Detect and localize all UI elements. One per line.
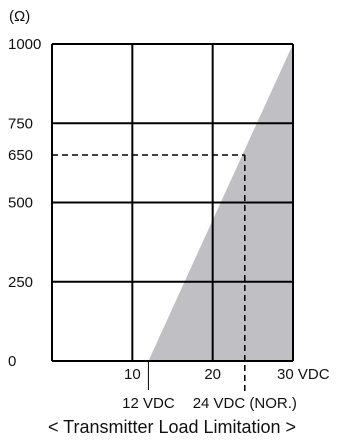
- y-tick-label: 650: [8, 147, 33, 164]
- x-tick-label: 20: [204, 366, 221, 383]
- y-tick-label: 0: [8, 353, 16, 370]
- y-tick-label: 250: [8, 274, 33, 291]
- y-axis-unit-label: (Ω): [9, 8, 30, 25]
- x-tick-label: 30 VDC: [277, 366, 330, 383]
- x-tick-label: 10: [124, 366, 141, 383]
- annotation-label: 12 VDC: [122, 395, 175, 412]
- chart-title: < Transmitter Load Limitation >: [48, 417, 296, 437]
- y-tick-label: 1000: [8, 36, 41, 53]
- y-tick-label: 750: [8, 115, 33, 132]
- label-layer: 0 250 500 650 750 1000 10 20 30 VDC 12 VDC 24 VDC …: [8, 36, 330, 412]
- axis-layer: [51, 44, 293, 362]
- grid-layer: [52, 43, 294, 361]
- annotation-label: 24 VDC (NOR.): [193, 395, 297, 412]
- reference-layer: [52, 154, 246, 391]
- y-tick-label: 500: [8, 195, 33, 212]
